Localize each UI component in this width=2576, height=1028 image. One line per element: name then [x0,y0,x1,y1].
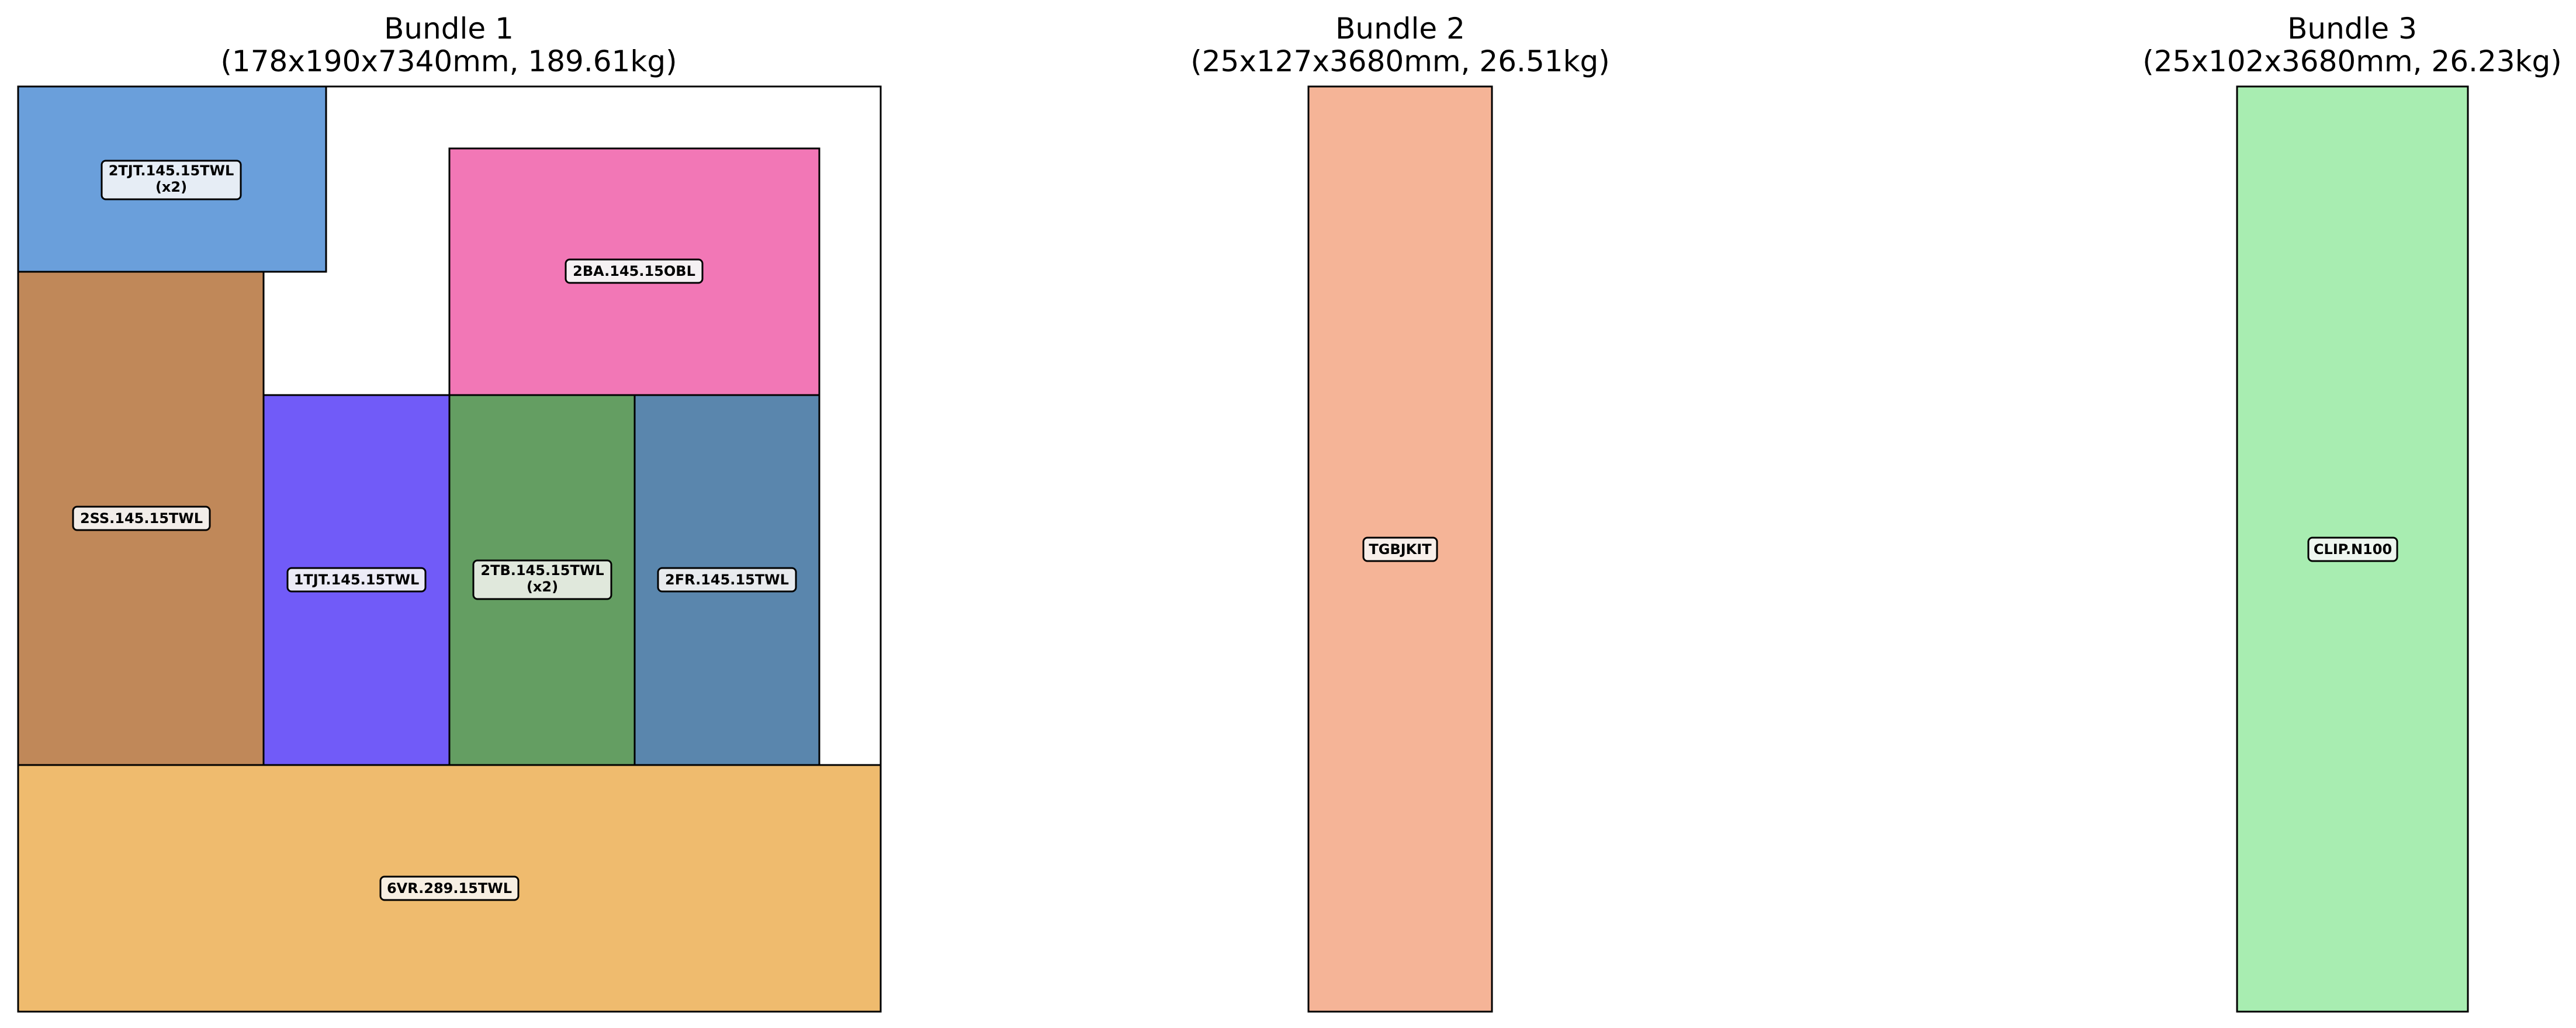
item-label-box [101,160,242,200]
bundle-2-title: Bundle 2 [1335,12,1465,46]
item-label: CLIP.N100 [2314,541,2392,558]
item-label-box [286,567,427,593]
item-2fr-145-15twl: 2FR.145.15TWL [633,394,820,766]
bundle-3-subtitle: (25x102x3680mm, 26.23kg) [2142,44,2562,78]
item-label: 2TJT.145.15TWL [109,162,234,179]
item-label: 2FR.145.15TWL [665,572,789,588]
item-2tjt-145-15twl: 2TJT.145.15TWL (x2) [17,85,327,273]
item-label-box [72,506,211,531]
item-label-box [1362,537,1438,562]
item-6vr-289-15twl: 6VR.289.15TWL [17,764,882,1013]
item-2ba-145-15obl: 2BA.145.15OBL [448,147,820,396]
item-1tjt-145-15twl: 1TJT.145.15TWL [262,394,451,766]
bundle-1-subtitle: (178x190x7340mm, 189.61kg) [220,44,677,78]
item-tgbjkit: TGBJKIT [1307,85,1493,1013]
bundle-2: Bundle 2 (25x127x3680mm, 26.51kg) TGBJKI… [1190,12,1610,1013]
bundle-3: Bundle 3 (25x102x3680mm, 26.23kg) CLIP.N… [2142,12,2562,1013]
item-2tb-145-15twl: 2TB.145.15TWL (x2) [448,394,636,766]
item-label: 6VR.289.15TWL [387,880,512,897]
item-label-box [379,875,520,901]
item-2ss-145-15twl: 2SS.145.15TWL [17,271,265,766]
item-label: TGBJKIT [1369,541,1432,558]
bundle-3-title: Bundle 3 [2287,12,2417,46]
item-label-box [2307,537,2398,562]
item-label: 2BA.145.15OBL [573,263,695,279]
item-label: 1TJT.145.15TWL [294,572,420,588]
item-label: 2SS.145.15TWL [80,510,203,527]
bundle-1: Bundle 1 (178x190x7340mm, 189.61kg) 2TJT… [17,12,882,1013]
bundle-1-title: Bundle 1 [384,12,514,46]
item-clip-n100: CLIP.N100 [2236,85,2469,1013]
item-label: 2TB.145.15TWL [480,562,604,579]
item-label-box [565,258,704,284]
item-label-box [657,567,797,593]
bundle-2-subtitle: (25x127x3680mm, 26.51kg) [1190,44,1610,78]
item-quantity: (x2) [155,179,187,195]
item-label-box [472,559,612,600]
item-quantity: (x2) [527,579,558,595]
